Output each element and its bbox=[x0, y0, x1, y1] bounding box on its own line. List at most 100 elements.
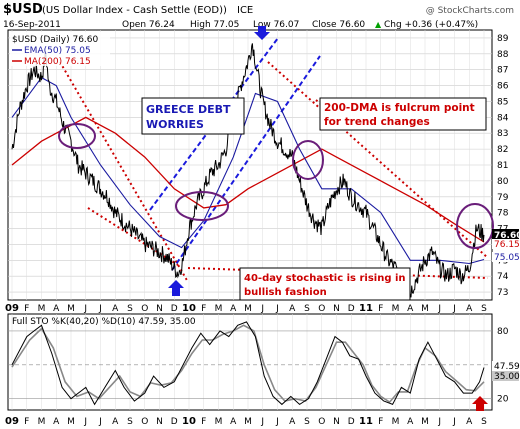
x-tick-label: M bbox=[392, 304, 400, 314]
x-axis-mid: 09 F M A M J J A S O N D 10 F M A M J J A S O N D 11 F M A M J J A S bbox=[5, 303, 487, 314]
price-y-tick-label: 89 bbox=[497, 34, 509, 44]
open-value: Open 76.24 bbox=[122, 20, 175, 30]
x-tick-label: J bbox=[452, 304, 456, 314]
ma200-line bbox=[11, 116, 485, 243]
sto-k-label: 47.59 bbox=[494, 362, 520, 372]
x-tick-label: M bbox=[421, 417, 429, 427]
x-tick-label: S bbox=[127, 304, 133, 314]
ema-value-label: 75.05 bbox=[494, 253, 520, 263]
x-tick-label: S bbox=[481, 304, 487, 314]
close-value: Close 76.60 bbox=[312, 20, 365, 30]
x-tick-label: J bbox=[260, 304, 264, 314]
x-tick-label: M bbox=[244, 417, 252, 427]
price-y-tick-label: 78 bbox=[497, 209, 509, 219]
ma-value-label: 76.15 bbox=[494, 240, 520, 250]
x-tick-label: M bbox=[67, 417, 75, 427]
sto-d-label: 35.00 bbox=[494, 372, 520, 382]
x-tick-label: M bbox=[215, 417, 223, 427]
x-tick-label: A bbox=[53, 304, 60, 314]
sto-grid bbox=[8, 314, 492, 410]
x-tick-label: O bbox=[141, 417, 148, 427]
stoch-annotation-line-1: 40-day stochastic is rising in bbox=[244, 273, 406, 284]
purple-circle-3 bbox=[292, 140, 324, 180]
x-tick-label: A bbox=[230, 304, 237, 314]
purple-circle-1 bbox=[58, 123, 96, 149]
x-tick-label: O bbox=[141, 304, 148, 314]
chart-symbol: $USD bbox=[3, 2, 43, 17]
x-tick-label: N bbox=[333, 304, 340, 314]
x-tick-label: N bbox=[156, 304, 163, 314]
x-tick-label: M bbox=[215, 304, 223, 314]
x-tick-label: M bbox=[392, 417, 400, 427]
blue-down-arrow-icon bbox=[254, 26, 270, 40]
x-tick-label: M bbox=[421, 304, 429, 314]
sto-legend: Full STO %K(40,20) %D(10) 47.59, 35.00 bbox=[12, 317, 196, 327]
last-price-label: 76.60 bbox=[494, 231, 520, 241]
purple-circle-2 bbox=[175, 191, 229, 221]
x-tick-label: M bbox=[67, 304, 75, 314]
x-tick-label: 11 bbox=[359, 416, 373, 427]
x-tick-label: 10 bbox=[182, 303, 196, 314]
chart-name: (US Dollar Index - Cash Settle (EOD)) bbox=[42, 5, 227, 16]
chart-date: 16-Sep-2011 bbox=[3, 20, 61, 30]
x-tick-label: J bbox=[98, 304, 102, 314]
price-y-tick-label: 85 bbox=[497, 97, 508, 107]
x-tick-label: J bbox=[437, 304, 441, 314]
change-arrow-icon: ▲ bbox=[375, 20, 382, 29]
blue-up-arrow-icon bbox=[168, 280, 184, 296]
x-tick-label: S bbox=[304, 304, 310, 314]
sto-k-line bbox=[11, 321, 485, 406]
change-value: Chg +0.36 (+0.47%) bbox=[384, 20, 478, 30]
last-price-tag bbox=[492, 229, 519, 240]
x-tick-label: N bbox=[333, 417, 340, 427]
x-tick-label: A bbox=[289, 304, 296, 314]
x-tick-label: D bbox=[171, 417, 178, 427]
x-tick-label: A bbox=[407, 304, 414, 314]
x-tick-label: J bbox=[83, 304, 87, 314]
red-up-arrow-icon bbox=[472, 396, 488, 411]
legend-background bbox=[10, 32, 110, 66]
x-tick-label: F bbox=[24, 417, 29, 427]
ma-tag bbox=[492, 239, 519, 249]
x-tick-label: A bbox=[289, 417, 296, 427]
price-y-tick-label: 81 bbox=[497, 161, 508, 171]
x-tick-label: N bbox=[156, 417, 163, 427]
x-tick-label: D bbox=[171, 304, 178, 314]
x-tick-label: A bbox=[112, 417, 119, 427]
x-tick-label: J bbox=[452, 417, 456, 427]
greece-annotation-line-2: WORRIES bbox=[146, 118, 204, 131]
x-tick-label: A bbox=[230, 417, 237, 427]
sto-k-tag bbox=[492, 361, 519, 371]
x-tick-label: J bbox=[98, 417, 102, 427]
x-tick-label: A bbox=[407, 417, 414, 427]
price-y-tick-label: 73 bbox=[497, 288, 508, 298]
blue-channel-lower bbox=[171, 55, 321, 271]
x-tick-label: A bbox=[466, 417, 473, 427]
sto-d-line bbox=[11, 324, 485, 404]
low-value: Low 76.07 bbox=[253, 20, 299, 30]
x-tick-label: 09 bbox=[5, 303, 19, 314]
x-tick-label: J bbox=[275, 417, 279, 427]
x-tick-label: 10 bbox=[182, 416, 196, 427]
dma-annotation-box bbox=[319, 97, 487, 131]
stoch-annotation-box bbox=[239, 267, 411, 301]
red-downtrend-top-2 bbox=[267, 61, 489, 259]
sto-y-tick-label: 80 bbox=[497, 327, 509, 337]
sto-y-tick-label: 20 bbox=[497, 395, 509, 405]
watermark: @ StockCharts.com bbox=[426, 6, 514, 16]
x-tick-label: S bbox=[304, 417, 310, 427]
high-value: High 77.05 bbox=[190, 20, 239, 30]
x-tick-label: D bbox=[348, 304, 355, 314]
legend-ema: EMA(50) 75.05 bbox=[24, 46, 91, 56]
price-y-tick-label: 84 bbox=[497, 113, 509, 123]
price-y-tick-label: 87 bbox=[497, 66, 508, 76]
legend-ma: MA(200) 76.15 bbox=[24, 57, 91, 67]
price-y-tick-label: 83 bbox=[497, 129, 508, 139]
chart-exchange: ICE bbox=[237, 5, 253, 16]
stoch-annotation-line-2: bullish fashion bbox=[244, 287, 327, 298]
price-y-tick-label: 80 bbox=[497, 177, 509, 187]
x-tick-label: 11 bbox=[359, 303, 373, 314]
price-y-tick-label: 88 bbox=[497, 50, 509, 60]
x-tick-label: D bbox=[348, 417, 355, 427]
